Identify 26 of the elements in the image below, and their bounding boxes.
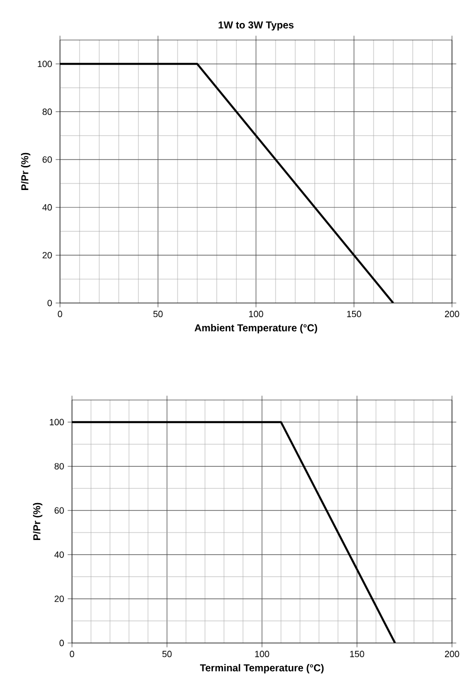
- x-tick-label: 200: [444, 310, 460, 318]
- y-tick-label: 80: [42, 108, 52, 115]
- x-tick-label: 100: [249, 310, 264, 318]
- y-tick-label: 0: [60, 640, 64, 646]
- x-tick-label: 100: [255, 650, 270, 658]
- y-tick-label: 80: [54, 463, 64, 470]
- y-tick-label: 40: [42, 204, 52, 211]
- chart-title: 1W to 3W Types: [218, 21, 294, 30]
- y-tick-label: 60: [54, 507, 64, 514]
- y-tick-label: 100: [50, 418, 64, 426]
- x-tick-label: 0: [70, 650, 74, 658]
- x-tick-label: 50: [153, 310, 163, 318]
- y-axis-title: P/Pr (%): [20, 152, 30, 190]
- y-tick-label: 20: [42, 252, 52, 258]
- y-tick-label: 40: [54, 551, 64, 558]
- y-tick-label: 0: [48, 300, 52, 306]
- x-tick-label: 200: [444, 650, 460, 658]
- x-tick-label: 150: [350, 650, 364, 658]
- x-tick-label: 150: [347, 310, 362, 318]
- x-axis-title: Terminal Temperature (°C): [200, 664, 324, 674]
- y-tick-label: 100: [38, 60, 52, 68]
- x-tick-label: 50: [162, 650, 172, 658]
- y-axis-title: P/Pr (%): [32, 502, 42, 540]
- y-tick-label: 60: [42, 156, 52, 163]
- x-axis-title: Ambient Temperature (°C): [194, 324, 318, 334]
- y-tick-label: 20: [54, 596, 64, 602]
